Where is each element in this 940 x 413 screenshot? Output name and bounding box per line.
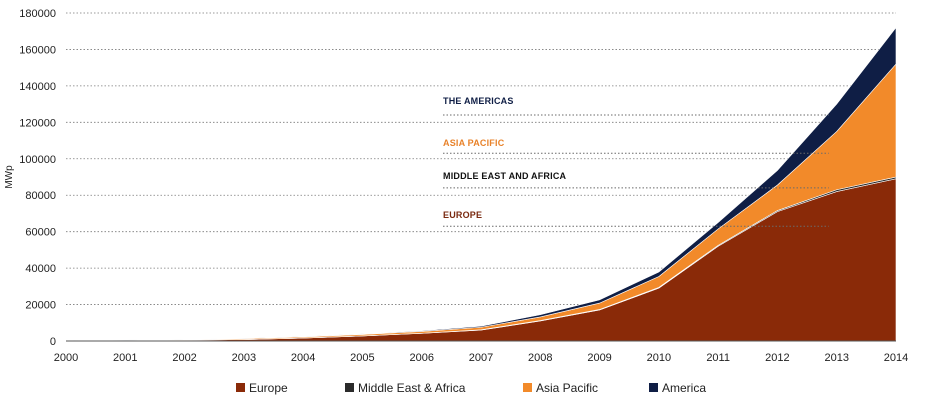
legend-swatch bbox=[523, 383, 532, 392]
x-tick-label: 2009 bbox=[587, 352, 611, 364]
y-tick-label: 60000 bbox=[25, 227, 56, 239]
x-tick-label: 2004 bbox=[291, 352, 315, 364]
x-tick-label: 2011 bbox=[706, 352, 730, 364]
x-tick-label: 2000 bbox=[54, 352, 78, 364]
x-tick-label: 2010 bbox=[647, 352, 671, 364]
legend-swatch bbox=[236, 383, 245, 392]
y-tick-label: 40000 bbox=[25, 263, 56, 275]
series-area-america bbox=[65, 26, 897, 341]
x-tick-label: 2014 bbox=[884, 352, 908, 364]
y-tick-label: 100000 bbox=[19, 154, 56, 166]
legend-label: Middle East & Africa bbox=[358, 381, 466, 395]
legend-label: Asia Pacific bbox=[536, 381, 598, 395]
legend-label: Europe bbox=[249, 381, 288, 395]
x-tick-label: 2013 bbox=[824, 352, 848, 364]
annotation-label: EUROPE bbox=[443, 210, 482, 220]
x-tick-label: 2008 bbox=[528, 352, 552, 364]
y-tick-label: 20000 bbox=[25, 300, 56, 312]
y-tick-label: 0 bbox=[50, 336, 56, 348]
x-tick-label: 2006 bbox=[409, 352, 433, 364]
annotation-label: ASIA PACIFIC bbox=[443, 138, 505, 148]
legend-swatch bbox=[345, 383, 354, 392]
x-tick-label: 2003 bbox=[232, 352, 256, 364]
y-tick-label: 80000 bbox=[25, 190, 56, 202]
y-tick-label: 160000 bbox=[19, 44, 56, 56]
x-tick-label: 2002 bbox=[172, 352, 196, 364]
y-tick-label: 120000 bbox=[19, 117, 56, 129]
y-tick-label: 140000 bbox=[19, 81, 56, 93]
x-tick-label: 2001 bbox=[113, 352, 137, 364]
y-tick-label: 180000 bbox=[19, 8, 56, 20]
x-tick-label: 2005 bbox=[350, 352, 374, 364]
legend-label: America bbox=[662, 381, 706, 395]
annotation-label: MIDDLE EAST AND AFRICA bbox=[443, 171, 567, 181]
y-axis-label: MWp bbox=[4, 165, 15, 189]
annotation-label: THE AMERICAS bbox=[443, 96, 514, 106]
x-tick-label: 2012 bbox=[765, 352, 789, 364]
x-tick-label: 2007 bbox=[469, 352, 493, 364]
legend-swatch bbox=[649, 383, 658, 392]
